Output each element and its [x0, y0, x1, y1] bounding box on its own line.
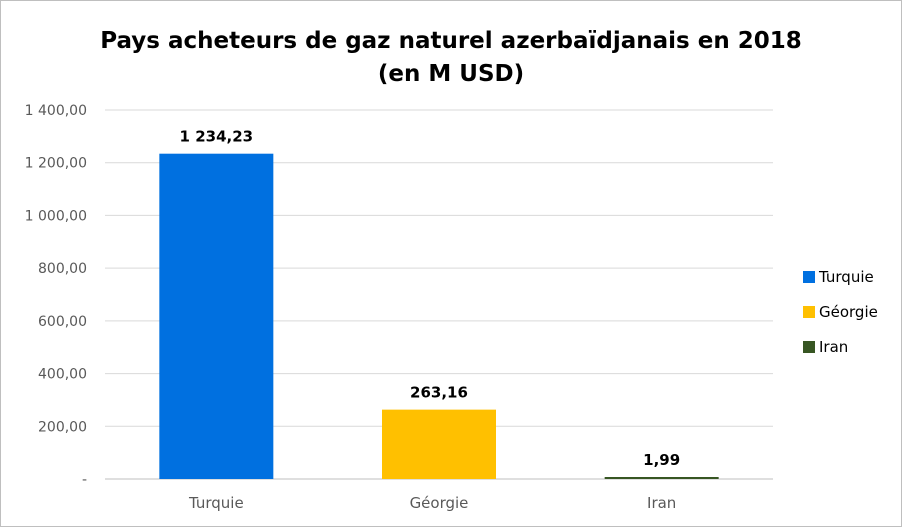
bar-turquie — [159, 153, 274, 479]
y-tick-label: 400,00 — [38, 367, 87, 383]
y-tick-label: - — [82, 472, 87, 488]
data-label: 263,16 — [410, 384, 468, 402]
legend-label: Turquie — [819, 267, 874, 286]
chart-title: Pays acheteurs de gaz naturel azerbaïdja… — [1, 25, 901, 91]
y-tick-label: 200,00 — [38, 419, 87, 435]
legend-label: Iran — [819, 337, 849, 356]
data-label: 1 234,23 — [180, 128, 254, 146]
legend-item: Iran — [803, 329, 878, 364]
x-category-label: Iran — [647, 494, 676, 512]
legend-item: Géorgie — [803, 294, 878, 329]
x-category-label: Géorgie — [410, 494, 469, 512]
y-tick-label: 1 200,00 — [25, 156, 87, 172]
y-tick-label: 1 000,00 — [25, 208, 87, 224]
y-tick-label: 1 400,00 — [25, 103, 87, 119]
chart-title-line1: Pays acheteurs de gaz naturel azerbaïdja… — [100, 28, 802, 54]
legend-swatch — [803, 340, 815, 353]
x-category-label: Turquie — [188, 494, 244, 512]
legend: Turquie Géorgie Iran — [803, 259, 878, 364]
y-tick-label: 600,00 — [38, 314, 87, 330]
legend-swatch — [803, 305, 815, 318]
legend-swatch — [803, 270, 815, 283]
legend-label: Géorgie — [819, 302, 878, 321]
bar-géorgie — [382, 409, 496, 479]
chart-title-line2: (en M USD) — [377, 61, 525, 87]
data-label: 1,99 — [643, 451, 680, 469]
legend-item: Turquie — [803, 259, 878, 294]
y-tick-label: 800,00 — [38, 261, 87, 277]
bar-iran — [604, 477, 719, 479]
